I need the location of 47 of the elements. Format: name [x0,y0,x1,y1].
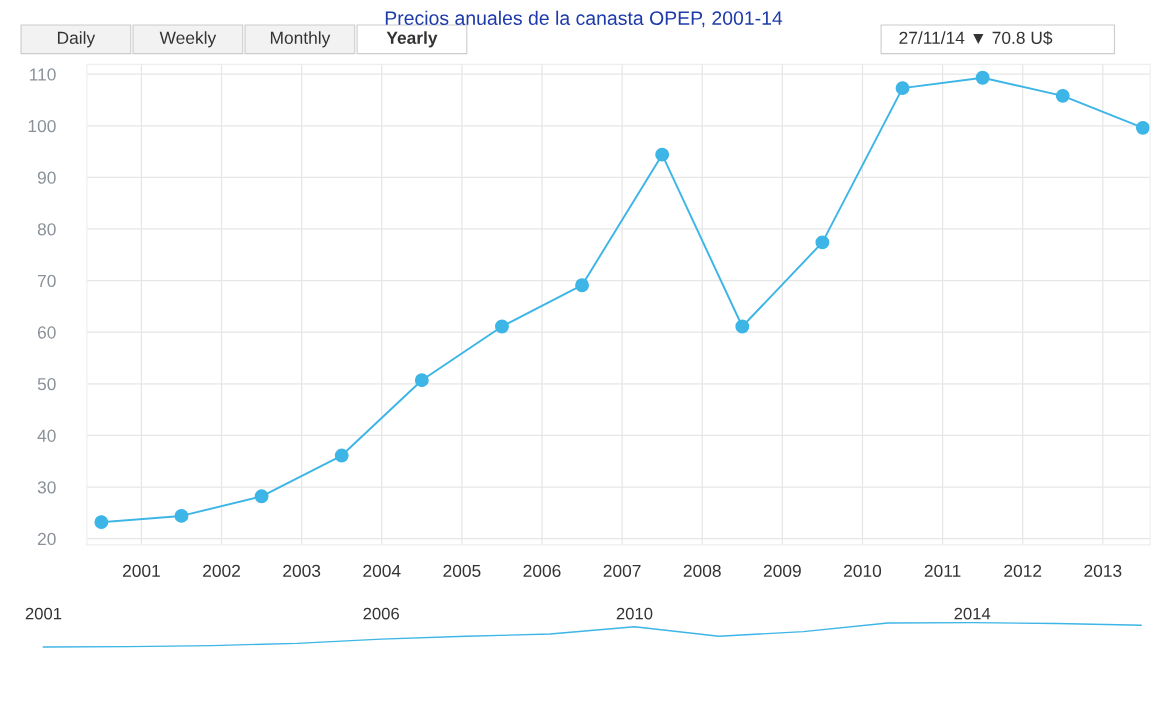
x-tick-label: 2012 [1004,564,1042,578]
x-tick-label: 2001 [25,607,62,620]
x-tick-label: 2011 [924,564,961,578]
y-tick-label: 110 [30,68,56,81]
x-tick-label: 2002 [203,564,240,578]
x-tick-label: 2013 [1084,564,1122,578]
y-tick-label: 90 [37,171,56,184]
point [735,319,750,334]
x-tick-label: 2001 [122,564,160,578]
x-tick-label: 2014 [954,607,991,620]
x-tick-label: 2009 [763,564,801,578]
x-tick-label: 2005 [443,564,481,578]
x-tick-label: 2006 [523,564,561,578]
y-tick-label: 80 [37,223,56,236]
text: 27/11/14 ▼ 70.8 U$ [899,30,1053,46]
point [975,70,990,85]
y-tick-label: 60 [37,326,56,339]
point [414,373,429,388]
point [494,319,509,334]
point [815,235,830,250]
text: Weekly [159,31,217,48]
text: Daily [57,31,96,48]
point [254,489,269,504]
x-tick-label: 2008 [683,564,721,578]
text: Yearly [386,31,438,48]
y-tick-label: 20 [37,532,56,546]
y-tick-label: 100 [28,119,56,133]
x-tick-label: 2010 [616,607,653,620]
y-tick-label: 50 [37,377,56,391]
x-tick-label: 2010 [844,564,882,578]
point [334,448,349,463]
x-tick-label: 2003 [283,564,321,578]
point [575,278,590,293]
point [1135,120,1150,135]
chart-title: Precios anuales de la canasta OPEP, 2001-14 [385,10,783,28]
x-tick-label: 2007 [603,564,641,578]
point [94,515,109,530]
x-tick-label: 2004 [363,564,401,578]
x-tick-label: 2006 [363,607,399,620]
point [655,147,670,162]
y-tick-label: 70 [37,274,56,288]
y-tick-label: 40 [37,429,56,442]
point [174,508,189,523]
point [1055,88,1070,103]
text: Monthly [270,31,331,48]
point [895,81,910,96]
y-tick-label: 30 [37,481,56,494]
